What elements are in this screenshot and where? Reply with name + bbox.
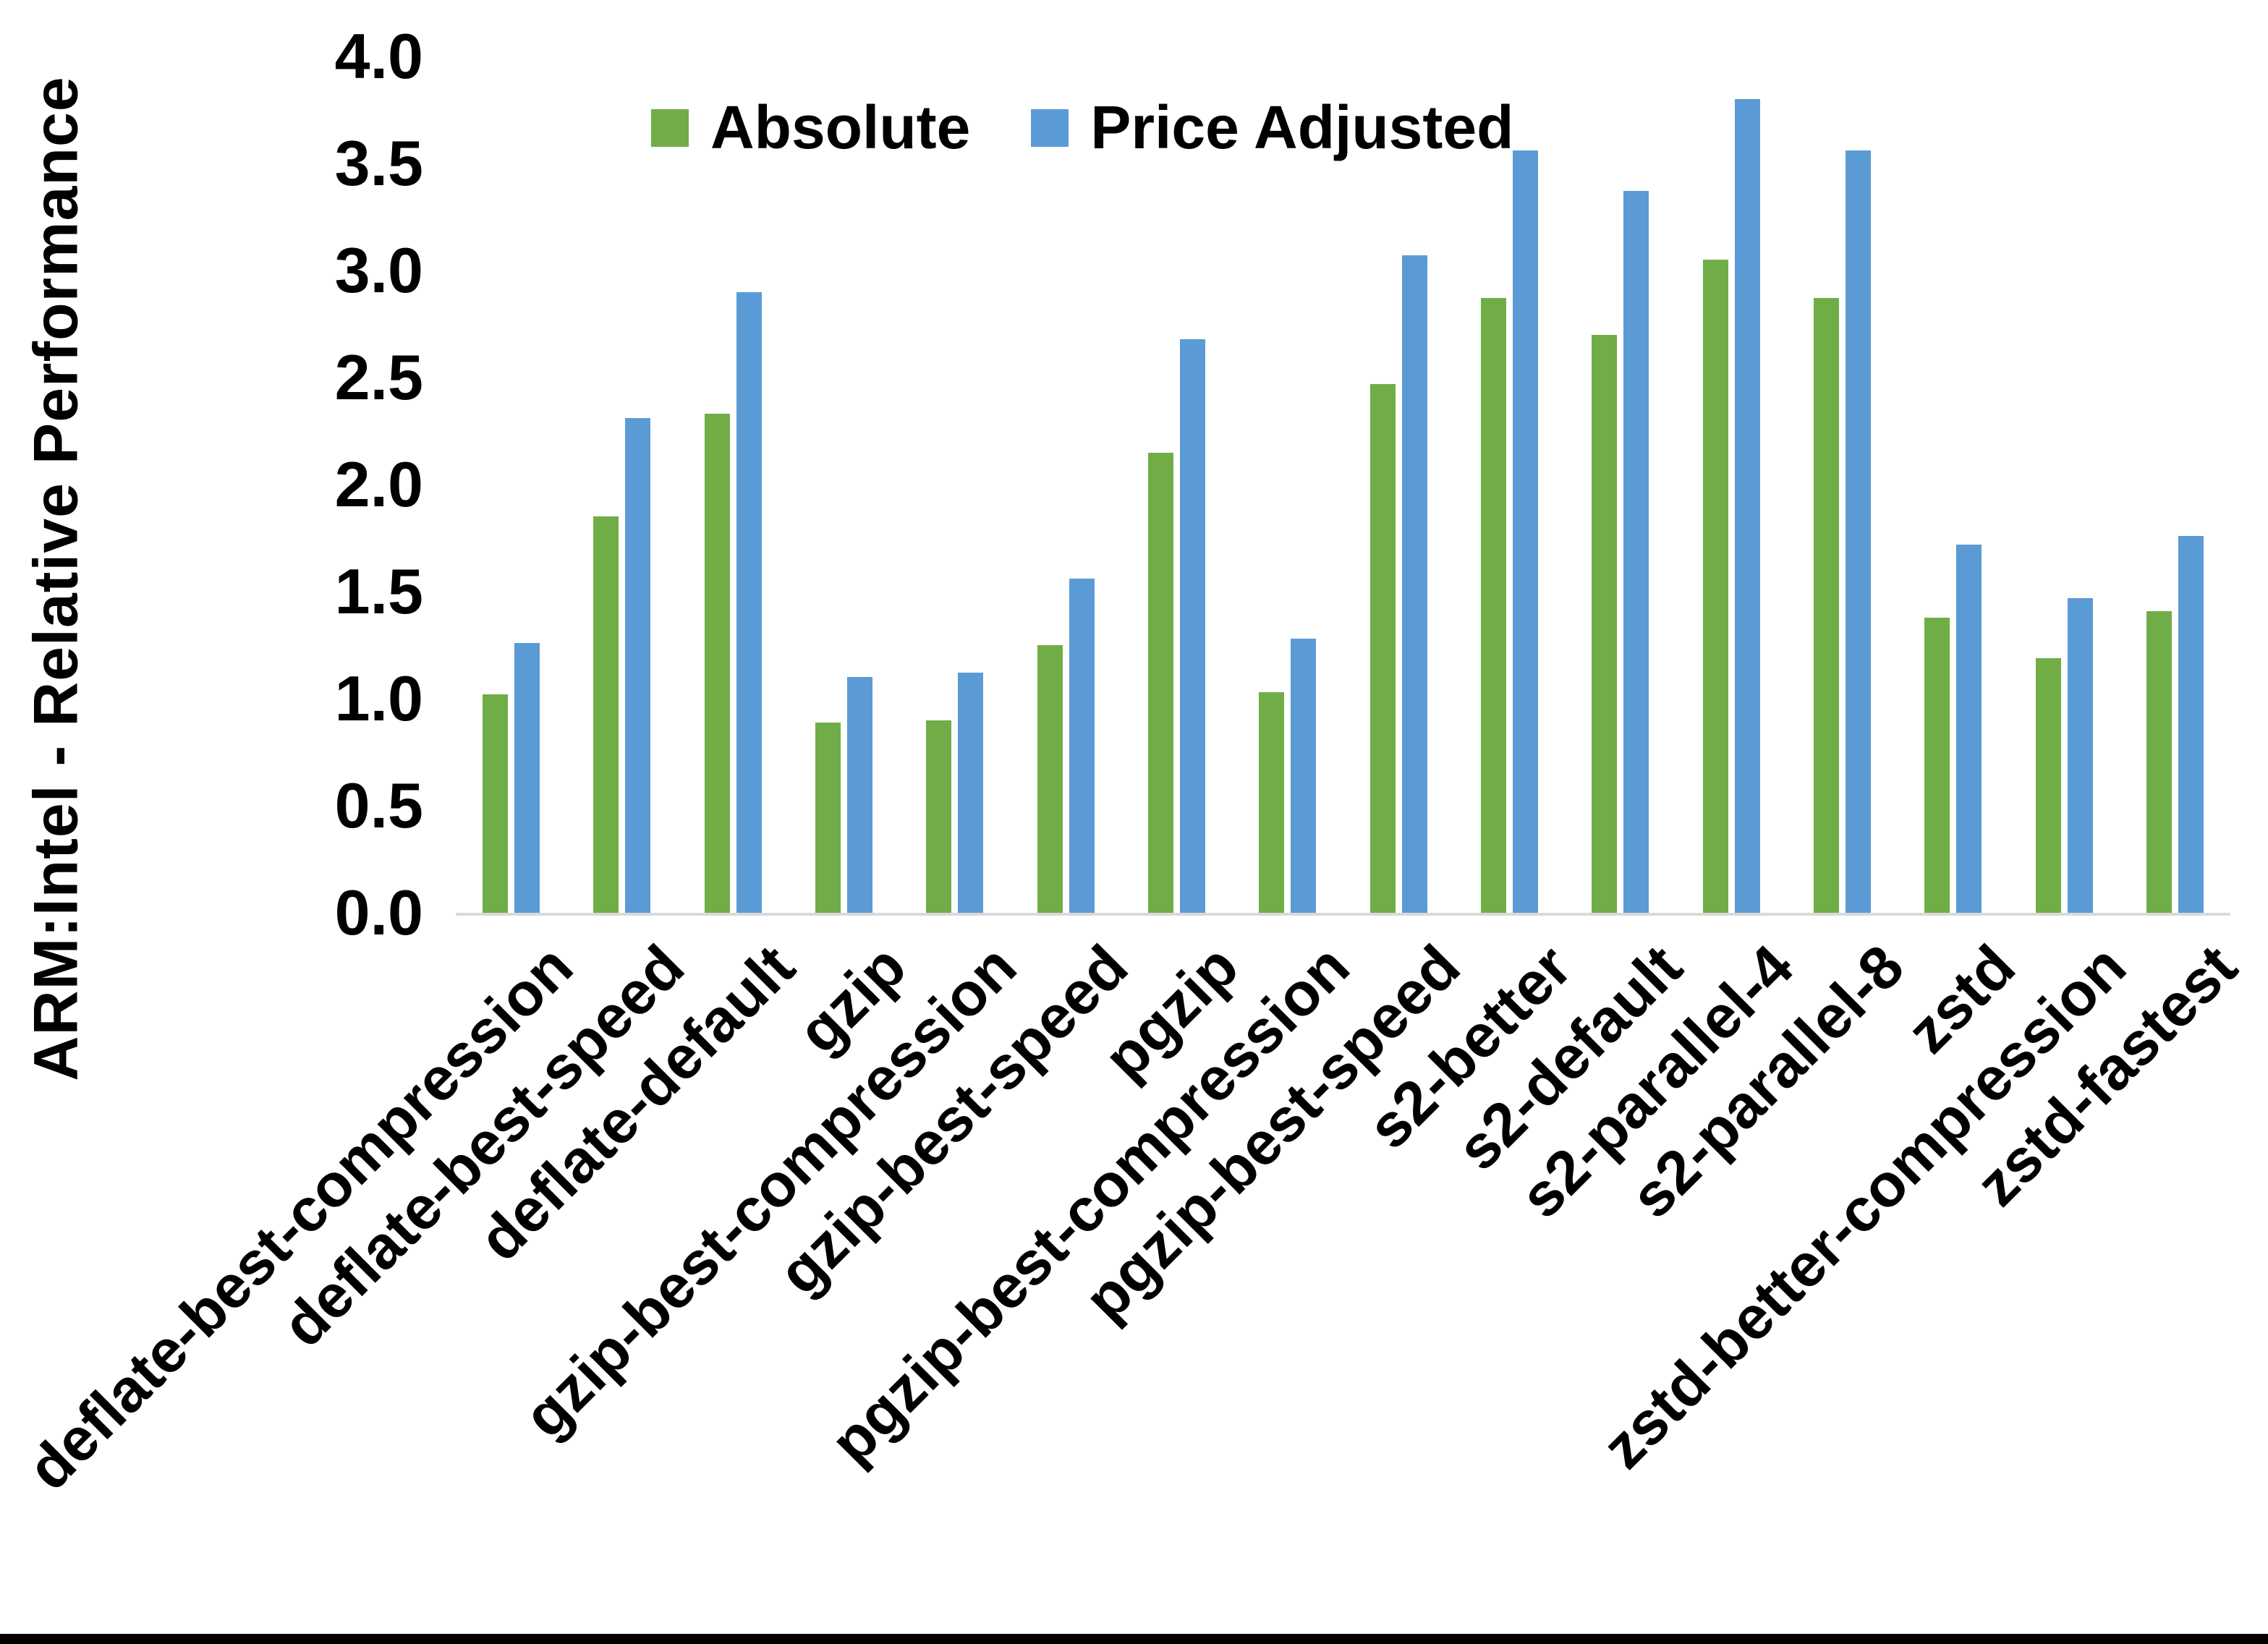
bar-group-pgzip	[1121, 56, 1232, 913]
bar-price-adjusted-pgzip-best-compression	[1291, 639, 1317, 913]
bar-absolute-deflate-best-compression	[483, 694, 509, 913]
bar-group-gzip-best-speed	[1011, 56, 1121, 913]
legend-entry-price-adjusted: Price Adjusted	[1031, 93, 1513, 163]
bar-price-adjusted-deflate-best-compression	[514, 643, 540, 913]
bar-absolute-pgzip-best-speed	[1369, 383, 1396, 913]
bar-absolute-deflate-default	[704, 414, 730, 913]
bar-absolute-zstd-fastest	[2146, 610, 2172, 913]
bar-price-adjusted-zstd	[1956, 544, 1982, 913]
bar-absolute-s2-parallel-4	[1702, 260, 1728, 913]
bar-absolute-gzip-best-compression	[926, 720, 952, 913]
y-tick-label-0.5: 0.5	[334, 770, 423, 841]
y-tick-label-2.0: 2.0	[334, 448, 423, 520]
bar-group-deflate-default	[678, 56, 789, 913]
bar-price-adjusted-gzip	[847, 677, 873, 913]
bar-absolute-deflate-best-speed	[593, 516, 619, 913]
bar-group-s2-better	[1454, 56, 1565, 913]
y-tick-label-0.0: 0.0	[334, 877, 423, 948]
bar-absolute-pgzip	[1148, 452, 1174, 913]
bar-absolute-gzip-best-speed	[1037, 645, 1063, 913]
plot-area	[456, 56, 2230, 916]
bar-absolute-gzip	[815, 722, 841, 913]
bottom-border-line	[0, 1634, 2268, 1644]
bar-price-adjusted-s2-parallel-4	[1734, 99, 1760, 913]
bar-group-deflate-best-speed	[566, 56, 677, 913]
bar-group-zstd	[1898, 56, 2008, 913]
bar-price-adjusted-deflate-default	[736, 291, 762, 913]
y-tick-label-4.0: 4.0	[334, 20, 423, 92]
bar-group-gzip	[789, 56, 899, 913]
y-tick-label-1.5: 1.5	[334, 555, 423, 627]
y-axis-title: ARM:Intel - Relative Performance	[21, 76, 91, 1081]
bar-price-adjusted-s2-better	[1512, 150, 1538, 913]
bar-group-s2-parallel-8	[1787, 56, 1898, 913]
bar-group-deflate-best-compression	[456, 56, 566, 913]
bar-price-adjusted-pgzip	[1180, 338, 1206, 913]
bar-price-adjusted-gzip-best-compression	[958, 673, 984, 913]
bar-price-adjusted-s2-parallel-8	[1845, 150, 1871, 913]
bar-absolute-s2-default	[1592, 334, 1618, 913]
y-tick-label-3.5: 3.5	[334, 127, 423, 199]
y-tick-label-2.5: 2.5	[334, 341, 423, 413]
bar-group-zstd-better-compression	[2008, 56, 2119, 913]
bar-price-adjusted-s2-default	[1623, 191, 1649, 913]
bar-price-adjusted-gzip-best-speed	[1069, 579, 1095, 913]
bar-price-adjusted-pgzip-best-speed	[1401, 255, 1427, 913]
legend-entry-absolute: Absolute	[651, 93, 970, 163]
bar-group-s2-parallel-4	[1675, 56, 1786, 913]
bar-absolute-s2-better	[1480, 298, 1506, 913]
legend-swatch-icon	[651, 108, 689, 147]
bar-price-adjusted-zstd-fastest	[2178, 536, 2204, 913]
bar-group-gzip-best-compression	[899, 56, 1010, 913]
legend-swatch-icon	[1031, 108, 1069, 147]
bar-price-adjusted-deflate-best-speed	[625, 418, 651, 913]
y-tick-label-3.0: 3.0	[334, 234, 423, 306]
legend-label: Price Adjusted	[1090, 93, 1514, 161]
bar-absolute-zstd	[1924, 617, 1950, 913]
y-tick-label-1.0: 1.0	[334, 663, 423, 734]
bar-group-zstd-fastest	[2120, 56, 2230, 913]
bar-absolute-zstd-better-compression	[2035, 657, 2061, 913]
bar-price-adjusted-zstd-better-compression	[2067, 597, 2093, 913]
bar-absolute-pgzip-best-compression	[1259, 692, 1285, 913]
bar-group-pgzip-best-compression	[1232, 56, 1343, 913]
bar-group-pgzip-best-speed	[1343, 56, 1454, 913]
bar-absolute-s2-parallel-8	[1813, 298, 1839, 913]
bar-group-s2-default	[1565, 56, 1675, 913]
legend: Absolute Price Adjusted	[651, 93, 1513, 163]
legend-label: Absolute	[710, 93, 971, 161]
